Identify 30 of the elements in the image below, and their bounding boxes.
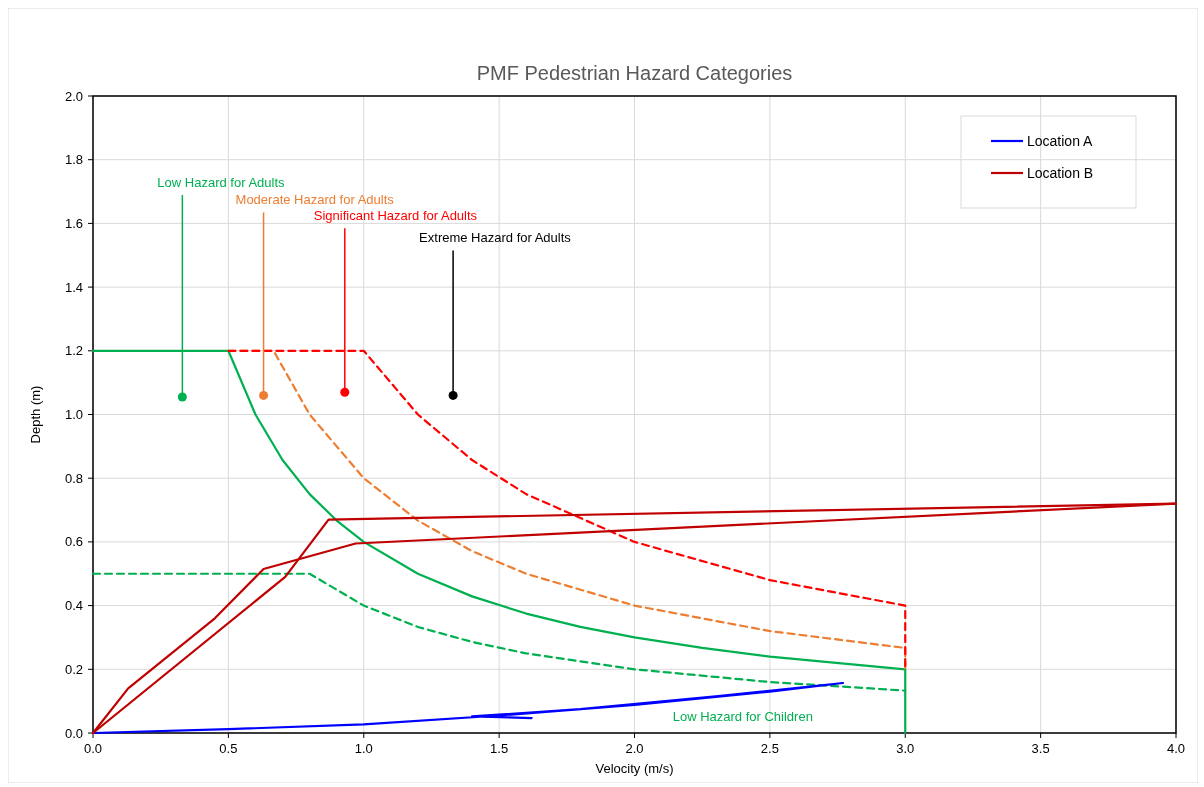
y-tick-label: 1.4 bbox=[64, 279, 83, 295]
x-tick-label: 0.0 bbox=[83, 741, 103, 756]
y-tick-label: 1.8 bbox=[64, 152, 83, 168]
x-tick-label: 1.0 bbox=[354, 741, 373, 756]
y-tick-label: 0.4 bbox=[64, 598, 83, 614]
y-tick-label: 0.6 bbox=[64, 534, 83, 550]
chart-title: PMF Pedestrian Hazard Categories bbox=[476, 62, 793, 84]
y-tick-label: 0.2 bbox=[64, 661, 83, 677]
x-tick-label: 2.5 bbox=[760, 741, 779, 756]
annotation: Moderate Hazard for Adults bbox=[235, 192, 395, 208]
legend-label: Location B bbox=[1027, 165, 1094, 181]
annotation: Low Hazard for Adults bbox=[157, 174, 286, 190]
y-tick-label: 1.2 bbox=[64, 343, 83, 359]
y-axis-title: Depth (m) bbox=[28, 385, 43, 444]
annotation: Extreme Hazard for Adults bbox=[419, 230, 572, 246]
x-tick-label: 3.0 bbox=[896, 741, 915, 756]
x-tick-label: 0.5 bbox=[219, 741, 238, 756]
annotation: Low Hazard for Children bbox=[672, 709, 813, 724]
x-tick-label: 3.5 bbox=[1031, 741, 1050, 756]
y-tick-label: 0.8 bbox=[64, 470, 83, 486]
x-tick-label: 4.0 bbox=[1166, 741, 1186, 756]
x-axis-title: Velocity (m/s) bbox=[595, 761, 674, 776]
legend-label: Location A bbox=[1027, 133, 1094, 149]
x-tick-label: 2.0 bbox=[625, 741, 644, 756]
y-tick-label: 0.0 bbox=[64, 725, 83, 741]
y-tick-label: 1.6 bbox=[64, 215, 83, 231]
y-tick-label: 2.0 bbox=[64, 88, 83, 104]
x-tick-label: 1.5 bbox=[490, 741, 509, 756]
y-tick-label: 1.0 bbox=[64, 407, 83, 422]
annotation: Significant Hazard for Adults bbox=[313, 208, 478, 224]
